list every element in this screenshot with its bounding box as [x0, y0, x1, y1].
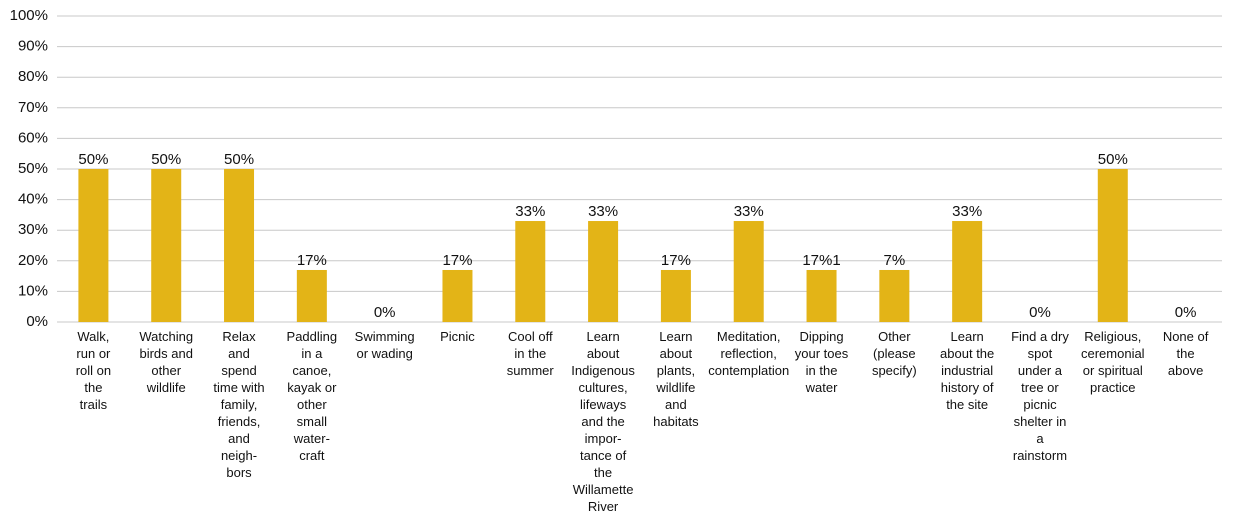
- value-label: 33%: [952, 203, 982, 220]
- y-tick-label: 70%: [18, 99, 48, 116]
- x-tick-label: Religious, ceremonial or spiritual practice: [1081, 329, 1145, 395]
- value-label: 17%: [297, 252, 327, 269]
- value-label: 33%: [734, 203, 764, 220]
- x-tick-label: Other (please specify): [872, 329, 917, 378]
- value-label: 17%: [661, 252, 691, 269]
- bar: [151, 169, 182, 322]
- bar: [588, 221, 619, 322]
- x-tick-label: Paddling in a canoe, kayak or other small wate…: [287, 329, 338, 463]
- value-label: 0%: [1175, 304, 1197, 321]
- x-tick-label: Picnic: [440, 329, 475, 344]
- y-tick-label: 60%: [18, 129, 48, 146]
- bar: [733, 221, 764, 322]
- x-tick-label: Cool off in the summer: [507, 329, 555, 378]
- x-tick-label: Learn about Indigenous cultures, lifeways and…: [571, 329, 635, 514]
- y-tick-label: 100%: [10, 7, 48, 24]
- value-label: 50%: [224, 151, 254, 168]
- value-label: 50%: [78, 151, 108, 168]
- bar: [442, 269, 473, 322]
- value-label: 7%: [884, 252, 906, 269]
- value-label: 0%: [1029, 304, 1051, 321]
- x-tick-label: Meditation, reflection, contemplation: [708, 329, 789, 378]
- bar: [952, 221, 983, 322]
- y-tick-label: 80%: [18, 68, 48, 85]
- value-label: 33%: [515, 203, 545, 220]
- bar: [296, 269, 327, 322]
- x-tick-label: Learn about the industrial history of the si…: [940, 329, 994, 412]
- y-tick-label: 10%: [18, 282, 48, 299]
- value-label: 50%: [1098, 151, 1128, 168]
- bar: [224, 169, 255, 322]
- x-tick-label: Learn about plants, wildlife and habitats: [653, 329, 699, 429]
- bar: [660, 269, 691, 322]
- y-tick-label: 20%: [18, 252, 48, 269]
- x-tick-label: Dipping your toes in the water: [795, 329, 849, 395]
- value-label: 0%: [374, 304, 396, 321]
- y-tick-label: 90%: [18, 38, 48, 55]
- x-tick-label: Watching birds and other wildlife: [139, 329, 193, 395]
- bar: [806, 269, 837, 322]
- x-tick-label: Swimming or wading: [355, 329, 415, 361]
- bar: [515, 221, 546, 322]
- bar: [78, 169, 109, 322]
- x-tick-label: None of the above: [1163, 329, 1209, 378]
- x-tick-label: Relax and spend time with family, friends, and…: [213, 329, 264, 480]
- y-tick-label: 40%: [18, 191, 48, 208]
- bar: [879, 269, 910, 322]
- value-label: 17%1: [802, 252, 840, 269]
- y-tick-label: 50%: [18, 160, 48, 177]
- x-tick-label: Find a dry spot under a tree or picnic shelte…: [1011, 329, 1069, 463]
- y-tick-label: 0%: [26, 313, 48, 330]
- value-label: 33%: [588, 203, 618, 220]
- bar: [1097, 169, 1128, 322]
- y-tick-label: 30%: [18, 221, 48, 238]
- x-tick-label: Walk, run or roll on the trails: [76, 329, 111, 412]
- value-label: 50%: [151, 151, 181, 168]
- value-label: 17%: [442, 252, 472, 269]
